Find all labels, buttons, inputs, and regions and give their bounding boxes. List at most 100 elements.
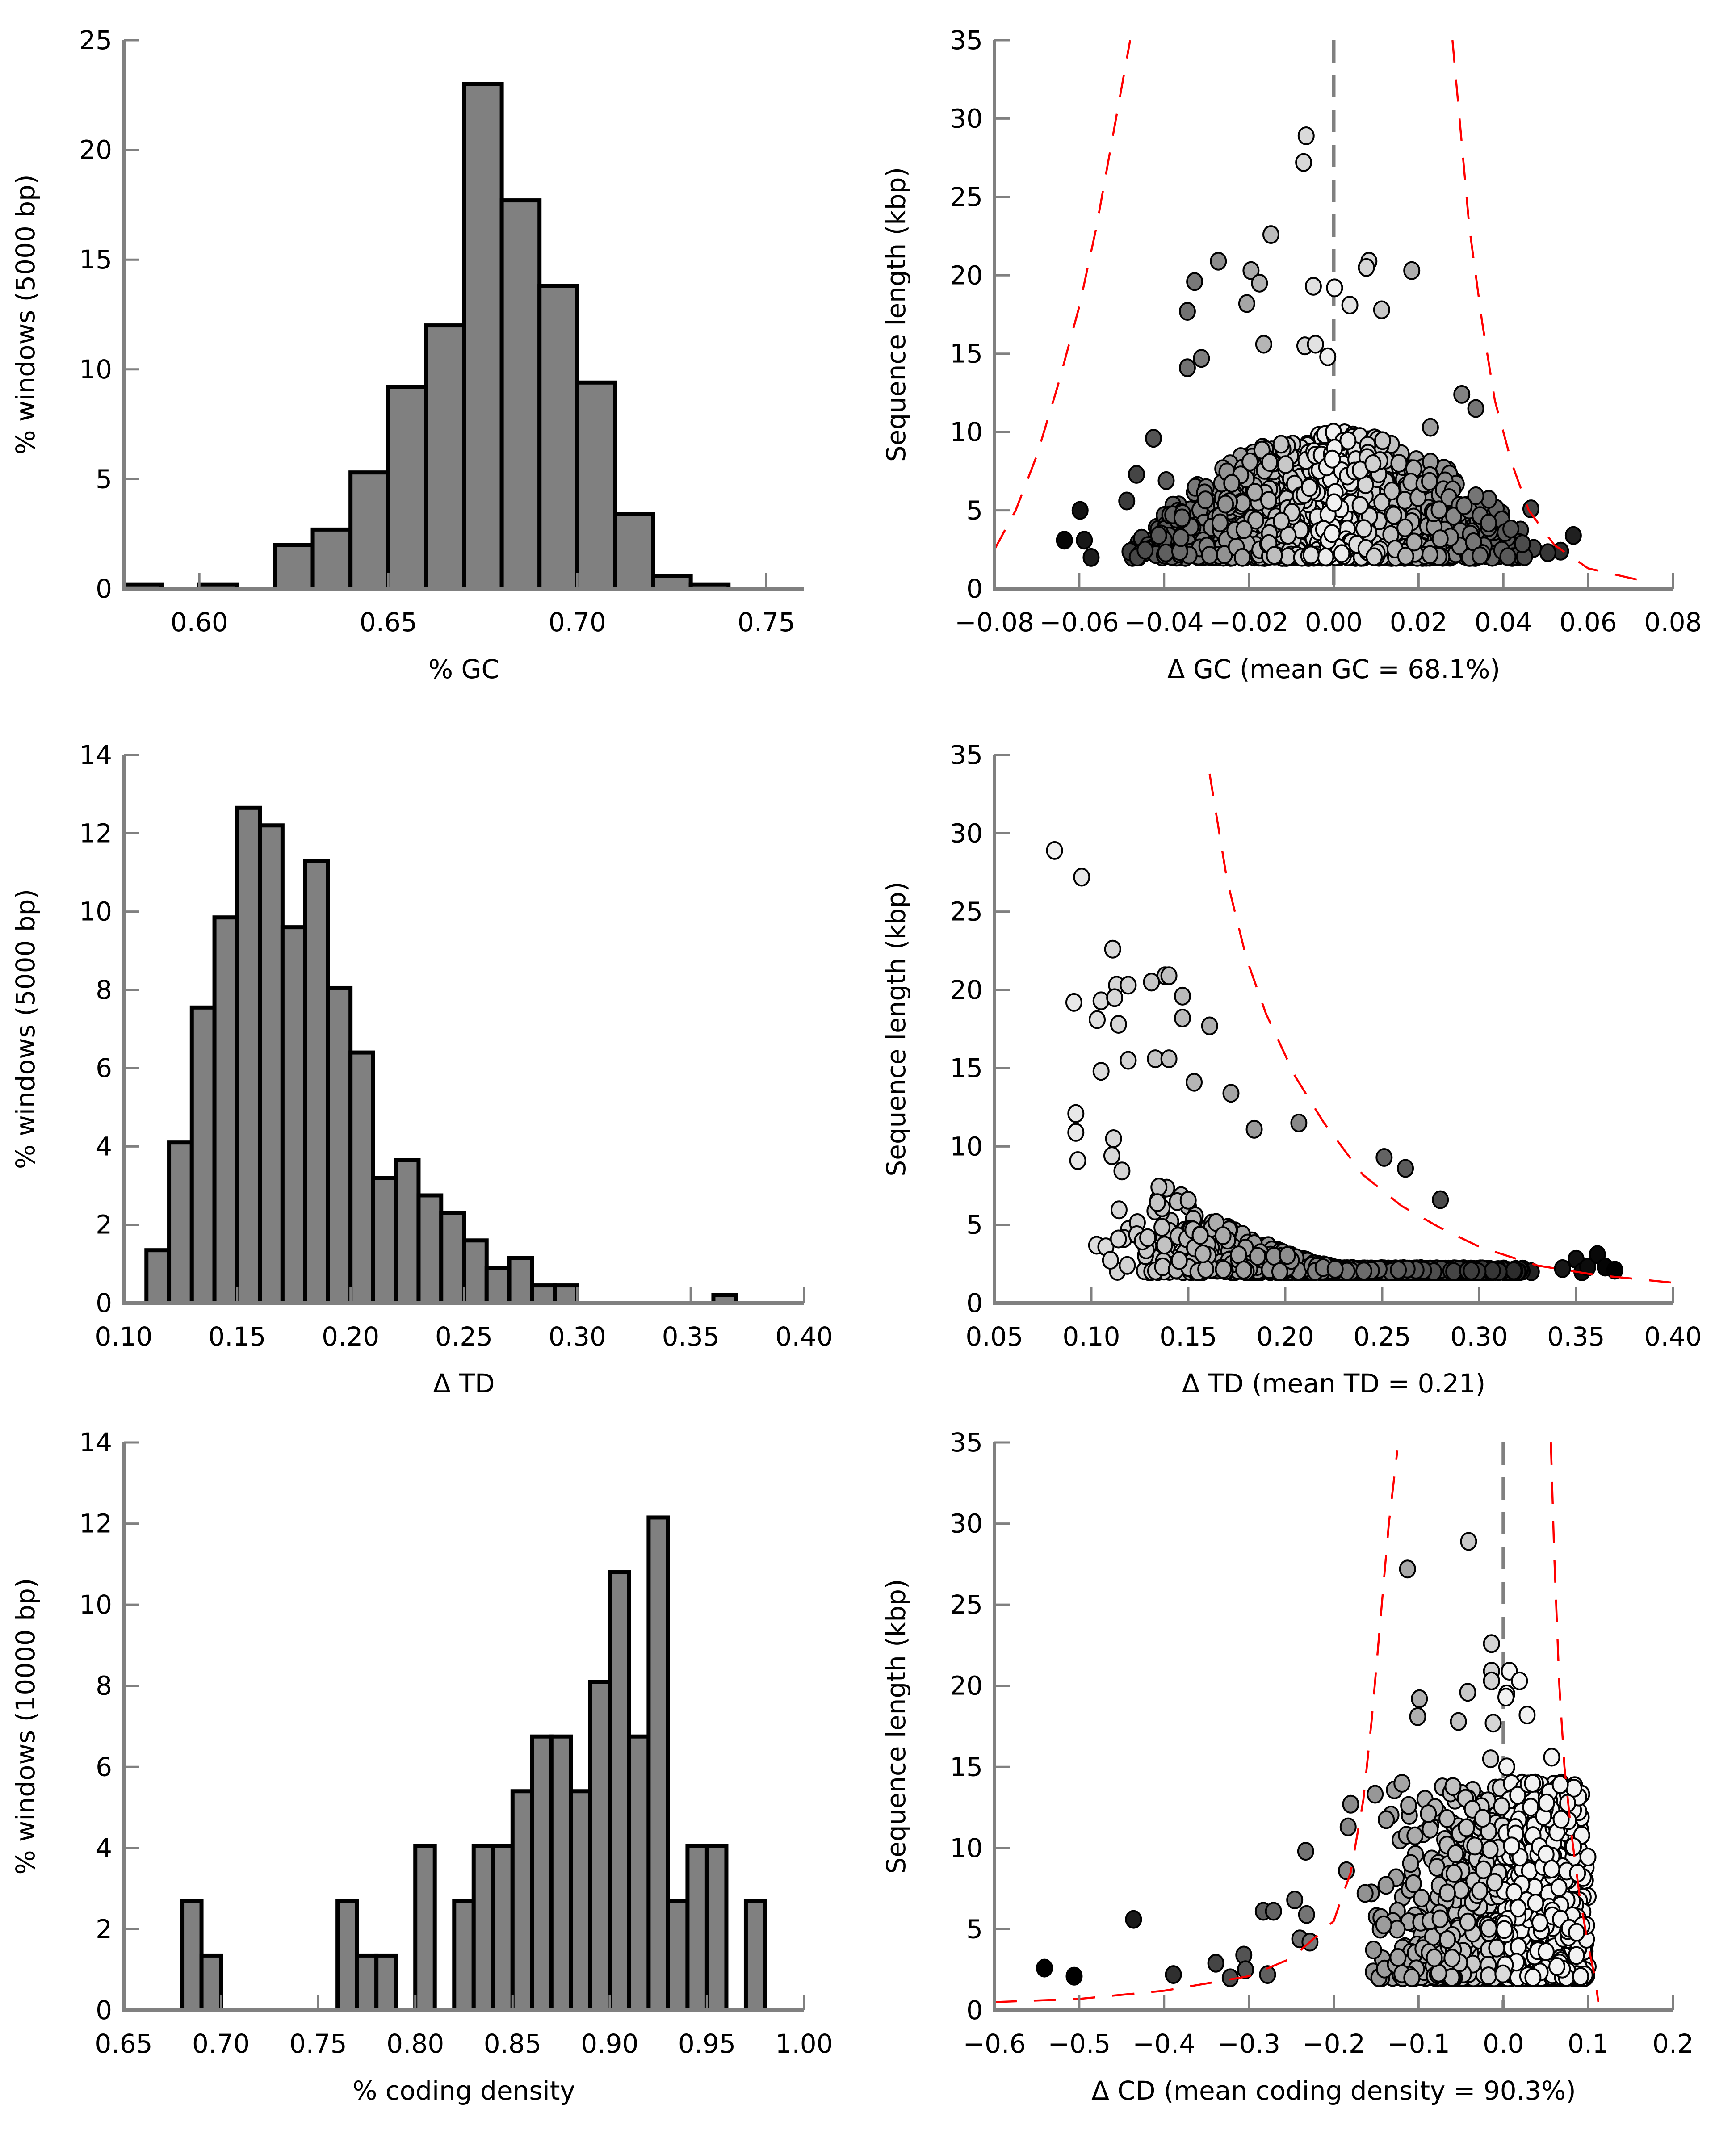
scatter-point [1499, 547, 1517, 566]
histogram-bar [348, 470, 390, 591]
y-tick-label: 2 [96, 1914, 112, 1944]
histogram-bar [549, 1734, 573, 2012]
histogram-bar [462, 1238, 489, 1305]
y-tick-label: 0 [966, 1995, 983, 2025]
scatter-point [1136, 541, 1154, 560]
x-tick-label: 0.30 [549, 1321, 606, 1352]
scatter-point [1439, 1930, 1456, 1949]
x-tick-label: 0.25 [1353, 1321, 1411, 1352]
y-tick-label: 4 [96, 1131, 112, 1161]
y-tick-label: 25 [950, 182, 983, 212]
scatter-point [1110, 1200, 1128, 1220]
scatter-point [1154, 1257, 1171, 1276]
histogram-bar [212, 915, 239, 1305]
y-tick-label: 2 [96, 1210, 112, 1240]
histogram-bar [575, 380, 617, 591]
x-axis-label: % GC [428, 654, 499, 684]
scatter-point [1307, 335, 1324, 354]
scatter-point [1552, 1810, 1570, 1829]
scatter-point [1524, 1968, 1542, 1987]
y-tick-label: 10 [950, 417, 983, 447]
scatter-point [1445, 1262, 1463, 1281]
scatter-point [1548, 1957, 1566, 1976]
scatter-point [1373, 300, 1390, 319]
scatter-point [1403, 1968, 1421, 1987]
x-tick-label: 0.75 [738, 607, 795, 637]
y-tick-label: 4 [96, 1833, 112, 1863]
histogram-bar [413, 1844, 437, 2012]
scatter-point [1484, 1261, 1501, 1280]
scatter-point [1389, 1948, 1407, 1967]
histogram-bar [167, 1140, 194, 1305]
x-tick-label: 0.06 [1560, 607, 1617, 637]
histogram-bars [144, 805, 738, 1305]
scatter-point [1238, 294, 1255, 313]
x-tick-label: 0.25 [435, 1321, 493, 1352]
x-tick-label: 0.90 [581, 2029, 638, 2059]
scatter-point [1406, 1826, 1424, 1845]
y-tick-label: 25 [950, 1589, 983, 1620]
histogram-bar [199, 1953, 223, 2012]
scatter-point [1543, 1859, 1560, 1878]
scatter-point [1113, 1161, 1131, 1181]
y-axis-label: % windows (10000 bp) [10, 1578, 41, 1874]
scatter-point [1459, 1912, 1476, 1932]
scatter-point [1431, 1909, 1449, 1928]
scatter-point [1438, 1809, 1456, 1828]
scatter-point [1483, 1671, 1500, 1690]
scatter-point [1076, 531, 1093, 550]
scatter-point [1302, 545, 1320, 565]
scatter-point [1174, 1008, 1191, 1027]
histogram-bar [416, 1193, 444, 1305]
scatter-point [1174, 986, 1191, 1006]
scatter-point [1402, 1854, 1419, 1873]
scatter-point [1071, 501, 1089, 520]
scatter-point [1249, 1247, 1266, 1266]
scatter-point [1494, 1964, 1512, 1983]
scatter-point [1480, 1919, 1497, 1938]
scatter-point [1197, 490, 1214, 510]
scatter-point [1421, 545, 1438, 564]
x-tick-label: 0.70 [192, 2029, 250, 2059]
scatter-point [1351, 496, 1369, 515]
scatter-point [1377, 1876, 1395, 1895]
scatter-point [1539, 543, 1556, 562]
y-tick-label: 10 [79, 1589, 112, 1620]
scatter-point [1233, 548, 1251, 567]
scatter-point [1290, 1113, 1308, 1132]
x-tick-label: −0.02 [1209, 607, 1289, 637]
cd-scatter-panel: 0 5 10 15 20 25 30 35 −0.6 −0.5 −0.4 −0.3 −0.2 −0.1 0.… [881, 1427, 1694, 2106]
scatter-points [1046, 841, 1623, 1281]
scatter-point [1355, 1262, 1372, 1281]
y-tick-label: 0 [96, 1288, 112, 1318]
scatter-point [1120, 1051, 1137, 1070]
histogram-bar [386, 385, 428, 591]
y-tick-label: 35 [950, 1427, 983, 1458]
scatter-point [1498, 1757, 1515, 1777]
histogram-bar [569, 1789, 592, 2012]
scatter-point [1505, 1883, 1523, 1902]
scatter-point [1450, 1712, 1467, 1731]
scatter-point [1411, 1689, 1428, 1708]
scatter-point [1245, 1119, 1263, 1139]
scatter-point [1186, 272, 1203, 291]
histogram-bar [537, 284, 579, 591]
scatter-point [1409, 1707, 1426, 1726]
histogram-bar [326, 985, 353, 1305]
scatter-point [1333, 544, 1350, 563]
histogram-bar [374, 1953, 398, 2012]
scatter-point [1217, 495, 1234, 514]
scatter-point [1065, 1966, 1083, 1986]
histogram-bar [685, 1844, 709, 2012]
histogram-bar [371, 1176, 398, 1305]
scatter-point [1564, 526, 1582, 545]
scatter-point [1178, 302, 1196, 321]
histogram-bar [189, 1005, 217, 1305]
scatter-point [1480, 513, 1497, 532]
scatter-point [1157, 471, 1175, 490]
scatter-point [1106, 988, 1124, 1007]
scatter-point [1201, 1016, 1218, 1035]
scatter-point [1102, 1251, 1119, 1270]
scatter-point [1150, 1178, 1168, 1197]
